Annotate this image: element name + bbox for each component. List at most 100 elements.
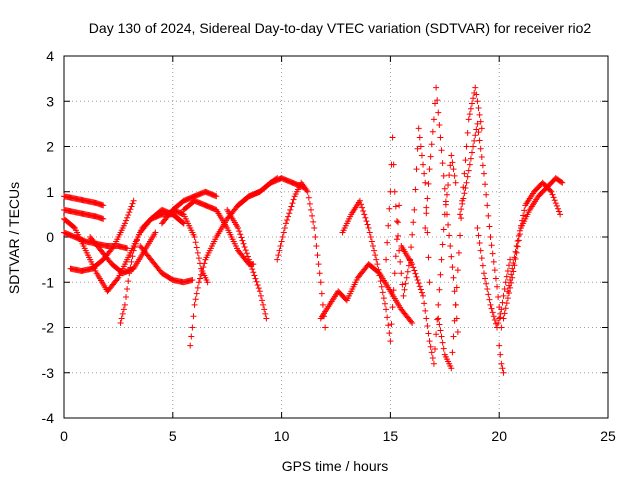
data-point	[245, 256, 252, 263]
data-point	[372, 252, 379, 259]
data-point	[127, 206, 134, 213]
data-point	[358, 201, 365, 208]
data-point	[498, 360, 505, 367]
series-track-e	[61, 206, 187, 295]
data-point	[191, 234, 198, 240]
data-point	[410, 264, 417, 271]
data-point	[438, 147, 445, 154]
chart-title: Day 130 of 2024, Sidereal Day-to-day VTE…	[89, 20, 592, 36]
data-point	[486, 296, 493, 303]
data-point	[408, 318, 415, 325]
data-point	[436, 321, 443, 328]
data-point	[440, 345, 447, 352]
data-point	[514, 243, 521, 250]
data-point	[501, 310, 508, 317]
data-point	[488, 305, 495, 312]
data-point	[463, 143, 470, 150]
data-point	[494, 283, 501, 290]
data-point	[513, 243, 520, 250]
data-point	[474, 98, 481, 105]
data-point	[427, 343, 434, 350]
data-point	[243, 250, 250, 257]
series-track-u	[435, 84, 485, 372]
data-point	[414, 276, 421, 283]
data-point	[449, 349, 456, 356]
data-point	[384, 239, 391, 246]
data-point	[128, 203, 135, 210]
data-point	[439, 241, 446, 248]
data-point	[452, 179, 459, 186]
data-point	[189, 276, 196, 283]
data-point	[460, 195, 467, 202]
data-point	[491, 267, 498, 274]
series-track-b	[61, 206, 107, 222]
data-point	[129, 200, 136, 207]
data-point	[488, 242, 495, 249]
data-point	[455, 249, 462, 256]
data-point	[423, 210, 430, 217]
data-point	[409, 231, 416, 238]
data-point	[448, 253, 455, 260]
data-point	[247, 259, 254, 266]
data-point	[420, 161, 427, 168]
data-point	[495, 319, 502, 326]
x-tick-label: 15	[383, 428, 399, 444]
data-point	[443, 211, 450, 218]
data-point	[194, 284, 201, 291]
data-point	[195, 255, 202, 262]
data-point	[429, 355, 436, 362]
data-point	[371, 247, 378, 254]
data-point	[472, 132, 479, 139]
data-point	[236, 228, 243, 235]
data-point	[504, 288, 511, 295]
data-point	[508, 271, 515, 278]
data-point	[124, 286, 131, 293]
data-point	[496, 342, 503, 349]
data-point	[413, 166, 420, 173]
data-point	[197, 275, 203, 282]
data-point	[418, 152, 425, 159]
data-point	[189, 324, 196, 331]
data-point	[368, 238, 375, 245]
data-point	[484, 202, 491, 209]
data-point	[384, 314, 391, 321]
data-point	[434, 316, 441, 323]
data-point	[490, 258, 497, 265]
data-point	[433, 84, 440, 91]
data-point	[393, 236, 400, 243]
data-point	[289, 200, 296, 207]
data-point	[398, 270, 405, 277]
data-point	[450, 166, 457, 173]
data-point	[307, 206, 314, 213]
data-point	[425, 254, 432, 261]
data-point	[131, 244, 138, 251]
y-tick-label: 1	[46, 184, 54, 200]
data-point	[517, 222, 524, 229]
y-tick-labels: -4 -3 -2 -1 0 1 2 3 4	[42, 48, 55, 426]
data-point	[437, 134, 444, 141]
data-point	[366, 229, 373, 236]
data-point	[489, 250, 496, 257]
data-point	[239, 237, 246, 244]
data-point	[363, 218, 370, 225]
data-point	[485, 291, 492, 298]
data-point	[364, 221, 371, 228]
data-point	[458, 206, 465, 213]
data-point	[392, 253, 399, 260]
data-point	[369, 243, 376, 250]
data-point	[412, 186, 419, 193]
data-point	[435, 109, 442, 116]
data-point	[197, 260, 203, 267]
data-point	[415, 125, 422, 132]
data-point	[391, 188, 398, 195]
data-point	[547, 187, 554, 194]
data-point	[423, 204, 430, 211]
data-point	[428, 349, 435, 356]
y-tick-label: 0	[46, 229, 54, 245]
data-point	[469, 100, 475, 107]
data-point	[492, 275, 499, 282]
data-point	[553, 202, 560, 209]
data-point	[426, 279, 433, 286]
data-point	[451, 172, 458, 179]
data-point	[483, 280, 490, 287]
